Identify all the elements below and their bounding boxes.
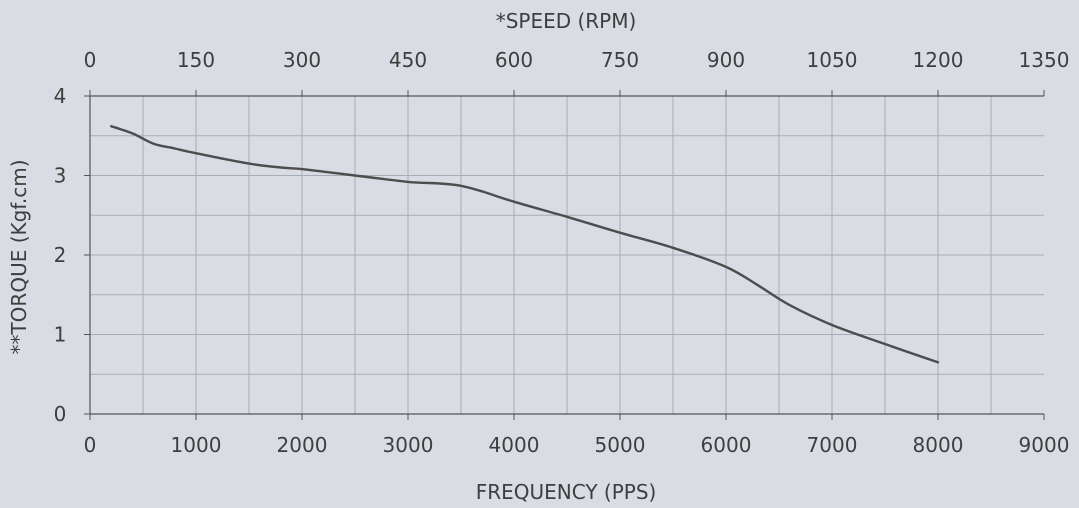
y-axis-title: **TORQUE (Kgf.cm)	[7, 159, 31, 354]
x-tick-label: 6000	[701, 433, 752, 457]
x-tick-label: 1000	[171, 433, 222, 457]
x2-tick-label: 900	[707, 48, 745, 72]
x2-tick-label: 1050	[807, 48, 858, 72]
x2-tick-label: 0	[84, 48, 97, 72]
x2-axis-title: *SPEED (RPM)	[496, 9, 637, 33]
x-axis-title: FREQUENCY (PPS)	[476, 480, 657, 504]
torque-series-line	[111, 126, 938, 362]
x2-tick-label: 1350	[1019, 48, 1070, 72]
x2-tick-label: 600	[495, 48, 533, 72]
x2-tick-label: 750	[601, 48, 639, 72]
x-tick-label: 3000	[383, 433, 434, 457]
x-tick-label: 9000	[1019, 433, 1070, 457]
y-tick-label: 3	[54, 164, 67, 188]
x-tick-label: 2000	[277, 433, 328, 457]
y-tick-label: 2	[54, 243, 67, 267]
y-tick-label: 4	[54, 84, 67, 108]
x-tick-label: 0	[84, 433, 97, 457]
y-tick-label: 1	[54, 323, 67, 347]
x2-tick-label: 450	[389, 48, 427, 72]
x-tick-label: 4000	[489, 433, 540, 457]
series-layer	[111, 126, 938, 362]
x2-tick-label: 150	[177, 48, 215, 72]
y-tick-label: 0	[54, 402, 67, 426]
x2-tick-label: 1200	[913, 48, 964, 72]
x-tick-label: 5000	[595, 433, 646, 457]
x2-tick-label: 300	[283, 48, 321, 72]
x-tick-label: 7000	[807, 433, 858, 457]
grid	[90, 96, 1044, 414]
x-tick-label: 8000	[913, 433, 964, 457]
